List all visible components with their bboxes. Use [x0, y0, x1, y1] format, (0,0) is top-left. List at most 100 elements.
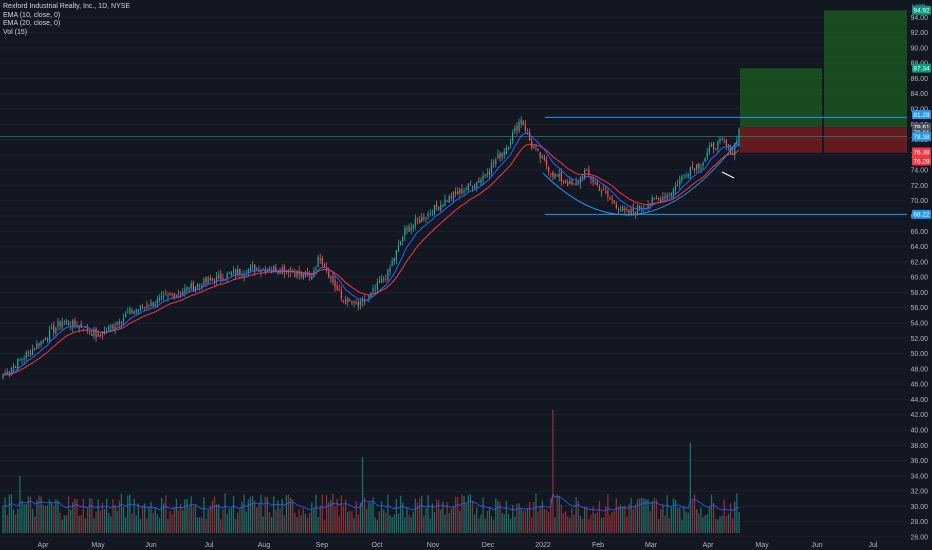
price-badge-text: 87.34	[913, 65, 930, 72]
volume-bar	[268, 511, 271, 533]
candle-body	[125, 314, 127, 318]
volume-bar	[712, 502, 715, 533]
volume-bar	[374, 517, 376, 533]
time-tick-label: Jul	[869, 542, 878, 549]
candle-body	[196, 284, 199, 288]
candle-body	[44, 338, 46, 341]
candle-body	[738, 128, 740, 146]
candle-body	[693, 168, 696, 171]
price-tick-label: 34.00	[910, 473, 928, 480]
candle-body	[393, 258, 395, 262]
candle-body	[562, 180, 565, 182]
symbol-title[interactable]: Rexford Industrial Realty, Inc., 1D, NYS…	[3, 3, 131, 10]
price-tick-label: 94.00	[910, 15, 928, 22]
candle-body	[435, 203, 438, 208]
candle-body	[334, 280, 336, 287]
candle-body	[137, 309, 139, 311]
candle-body	[112, 323, 114, 329]
volume-bar	[190, 496, 192, 533]
volume-bar	[391, 517, 393, 533]
candle-body	[581, 176, 584, 178]
candle-body	[586, 169, 588, 171]
volume-bar	[194, 504, 197, 533]
price-tick-label: 28.00	[910, 519, 928, 526]
candle-body	[99, 334, 101, 336]
volume-bar	[306, 517, 309, 533]
volume-bar	[300, 515, 302, 533]
volume-bar	[264, 496, 266, 533]
candle-body	[133, 311, 135, 314]
candle-body	[355, 302, 357, 304]
candle-body	[446, 200, 448, 202]
ema10-label[interactable]: EMA (10, close, 0)	[3, 11, 61, 19]
time-tick-label: 2022	[535, 542, 551, 549]
candle-body	[657, 198, 660, 200]
candle-body	[154, 304, 156, 306]
candle-body	[467, 183, 469, 191]
candle-body	[347, 298, 349, 302]
volume-bar	[651, 500, 653, 533]
volume-bar	[528, 501, 531, 533]
candle-body	[330, 276, 332, 279]
candle-body	[454, 191, 457, 194]
candle-body	[228, 272, 230, 274]
candle-body	[548, 167, 550, 172]
candle-body	[605, 191, 607, 193]
price-axis[interactable]: USD26.0028.0030.0032.0034.0036.0038.0040…	[907, 0, 932, 550]
candle-body	[186, 287, 188, 291]
candle-body	[86, 326, 89, 331]
volume-bar	[266, 496, 269, 533]
candle-body	[46, 339, 49, 341]
volume-bar	[691, 499, 694, 533]
candle-body	[105, 331, 108, 333]
candle-body	[736, 140, 738, 144]
ema20-label[interactable]: EMA (20, close, 0)	[3, 20, 61, 27]
candle-body	[545, 159, 548, 167]
volume-bar	[729, 503, 732, 533]
volume-bar	[67, 496, 70, 533]
volume-bar	[51, 502, 53, 533]
volume-bar	[70, 509, 72, 533]
time-tick-label: Dec	[482, 542, 495, 549]
volume-bar	[431, 503, 433, 533]
candle-body	[51, 327, 53, 330]
volume-bar	[192, 506, 194, 533]
candle-body	[300, 272, 302, 277]
volume-bar	[666, 495, 668, 533]
candle-body	[25, 352, 27, 358]
volume-bar	[442, 501, 444, 533]
price-tick-label: 62.00	[910, 259, 928, 266]
candle-body	[469, 185, 472, 186]
volume-bar	[700, 507, 702, 533]
candle-body	[628, 209, 630, 214]
volume-bar	[127, 495, 129, 533]
volume-bar	[497, 500, 499, 533]
candle-body	[165, 294, 167, 296]
volume-bar	[133, 498, 135, 533]
volume-bar	[693, 494, 696, 533]
candle-body	[704, 157, 706, 162]
volume-bar	[567, 516, 569, 533]
volume-bar	[340, 495, 343, 533]
volume-bar	[175, 498, 178, 533]
candle-body	[488, 171, 491, 175]
candle-body	[211, 278, 214, 281]
time-tick-label: Jun	[811, 542, 822, 549]
candle-body	[423, 217, 425, 220]
volume-bar	[203, 497, 205, 533]
volume-label[interactable]: Vol (15)	[3, 28, 28, 36]
candle-body	[710, 144, 713, 147]
volume-bar	[29, 496, 32, 533]
candle-body	[152, 302, 154, 307]
candle-body	[666, 194, 668, 199]
time-axis[interactable]: Apr May Jun Jul Aug Sep Oct Nov Dec 2022 Feb Mar Apr…	[0, 537, 907, 550]
volume-bar	[101, 502, 104, 533]
candle-body	[457, 192, 459, 194]
candle-body	[215, 276, 218, 282]
candle-body	[351, 300, 353, 304]
volume-bar	[727, 513, 730, 533]
volume-bar	[10, 493, 13, 533]
candle-body	[543, 157, 546, 161]
